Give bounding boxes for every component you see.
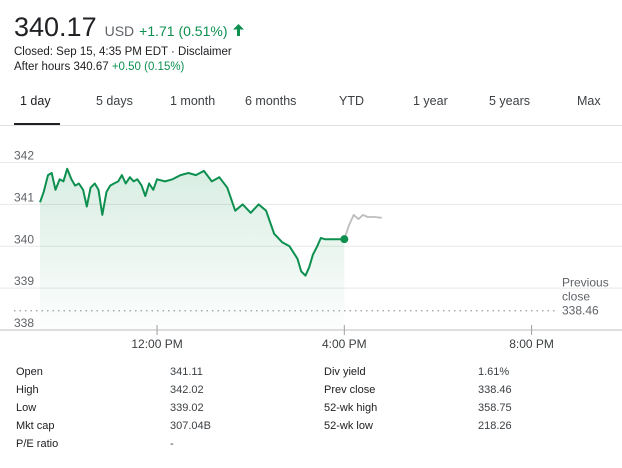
stat-value: 358.75 (478, 402, 512, 414)
range-tabs: 1 day 5 days 1 month 6 months YTD 1 year… (0, 86, 622, 126)
y-tick-label: 340 (14, 232, 34, 246)
tab-1-day[interactable]: 1 day (20, 94, 51, 108)
previous-close-label: 338.46 (562, 304, 599, 318)
price-area-fill (40, 168, 345, 330)
arrow-up-icon (232, 24, 244, 36)
tab-1-year[interactable]: 1 year (413, 94, 448, 108)
close-price-marker (340, 235, 349, 244)
stat-label: 52-wk high (324, 402, 378, 414)
previous-close-label: Previous (562, 276, 609, 290)
stat-value: 1.61% (478, 366, 510, 378)
after-hours-change: +0.50 (0.15%) (111, 61, 185, 73)
after-hours-series-line (343, 214, 382, 240)
tab-max[interactable]: Max (577, 94, 601, 108)
stat-value: 218.26 (478, 420, 512, 432)
stat-value: 338.46 (478, 384, 512, 396)
tabs-divider (0, 125, 622, 126)
stat-label: Mkt cap (16, 420, 55, 432)
tab-ytd[interactable]: YTD (339, 94, 364, 108)
price-series-line (39, 167, 345, 277)
stat-value: 339.02 (170, 402, 204, 414)
x-tick-label: 8:00 PM (509, 337, 554, 351)
after-hours-row: After hours 340.67 +0.50 (0.15%) (14, 61, 184, 73)
stat-label: High (16, 384, 39, 396)
stat-value: 307.04B (170, 420, 211, 432)
closed-status: Closed: Sep 15, 4:35 PM EDT · Disclaimer (14, 46, 232, 58)
price-chart[interactable]: 338 339 340 341 342 12:00 PM 4:00 PM 8:00 PM Pre… (0, 130, 622, 360)
y-tick-label: 339 (14, 274, 34, 288)
stat-label: P/E ratio (16, 438, 59, 450)
after-hours-label: After hours 340.67 (14, 61, 109, 73)
y-tick-label: 342 (14, 149, 34, 163)
tab-5-years[interactable]: 5 years (489, 94, 530, 108)
x-tick-label: 4:00 PM (322, 337, 367, 351)
stat-value: 342.02 (170, 384, 204, 396)
stat-label: Div yield (324, 366, 366, 378)
tab-6-months[interactable]: 6 months (245, 94, 297, 108)
price-header: 340.17 USD +1.71 (0.51%) (14, 12, 244, 43)
tab-1-month[interactable]: 1 month (170, 94, 216, 108)
stat-label: Low (16, 402, 37, 414)
stat-label: Open (16, 366, 43, 378)
x-tick-label: 12:00 PM (131, 337, 182, 351)
stat-value: 341.11 (170, 366, 203, 378)
price-change: +1.71 (0.51%) (139, 23, 228, 39)
stat-value: - (170, 438, 174, 450)
stat-label: 52-wk low (324, 420, 373, 432)
currency-label: USD (104, 23, 135, 39)
y-tick-label: 338 (14, 316, 34, 330)
y-tick-label: 341 (14, 190, 34, 204)
current-price: 340.17 (14, 12, 97, 42)
previous-close-label: close (562, 290, 590, 304)
active-tab-indicator (14, 123, 60, 126)
stat-label: Prev close (324, 384, 376, 396)
tab-5-days[interactable]: 5 days (96, 94, 133, 108)
